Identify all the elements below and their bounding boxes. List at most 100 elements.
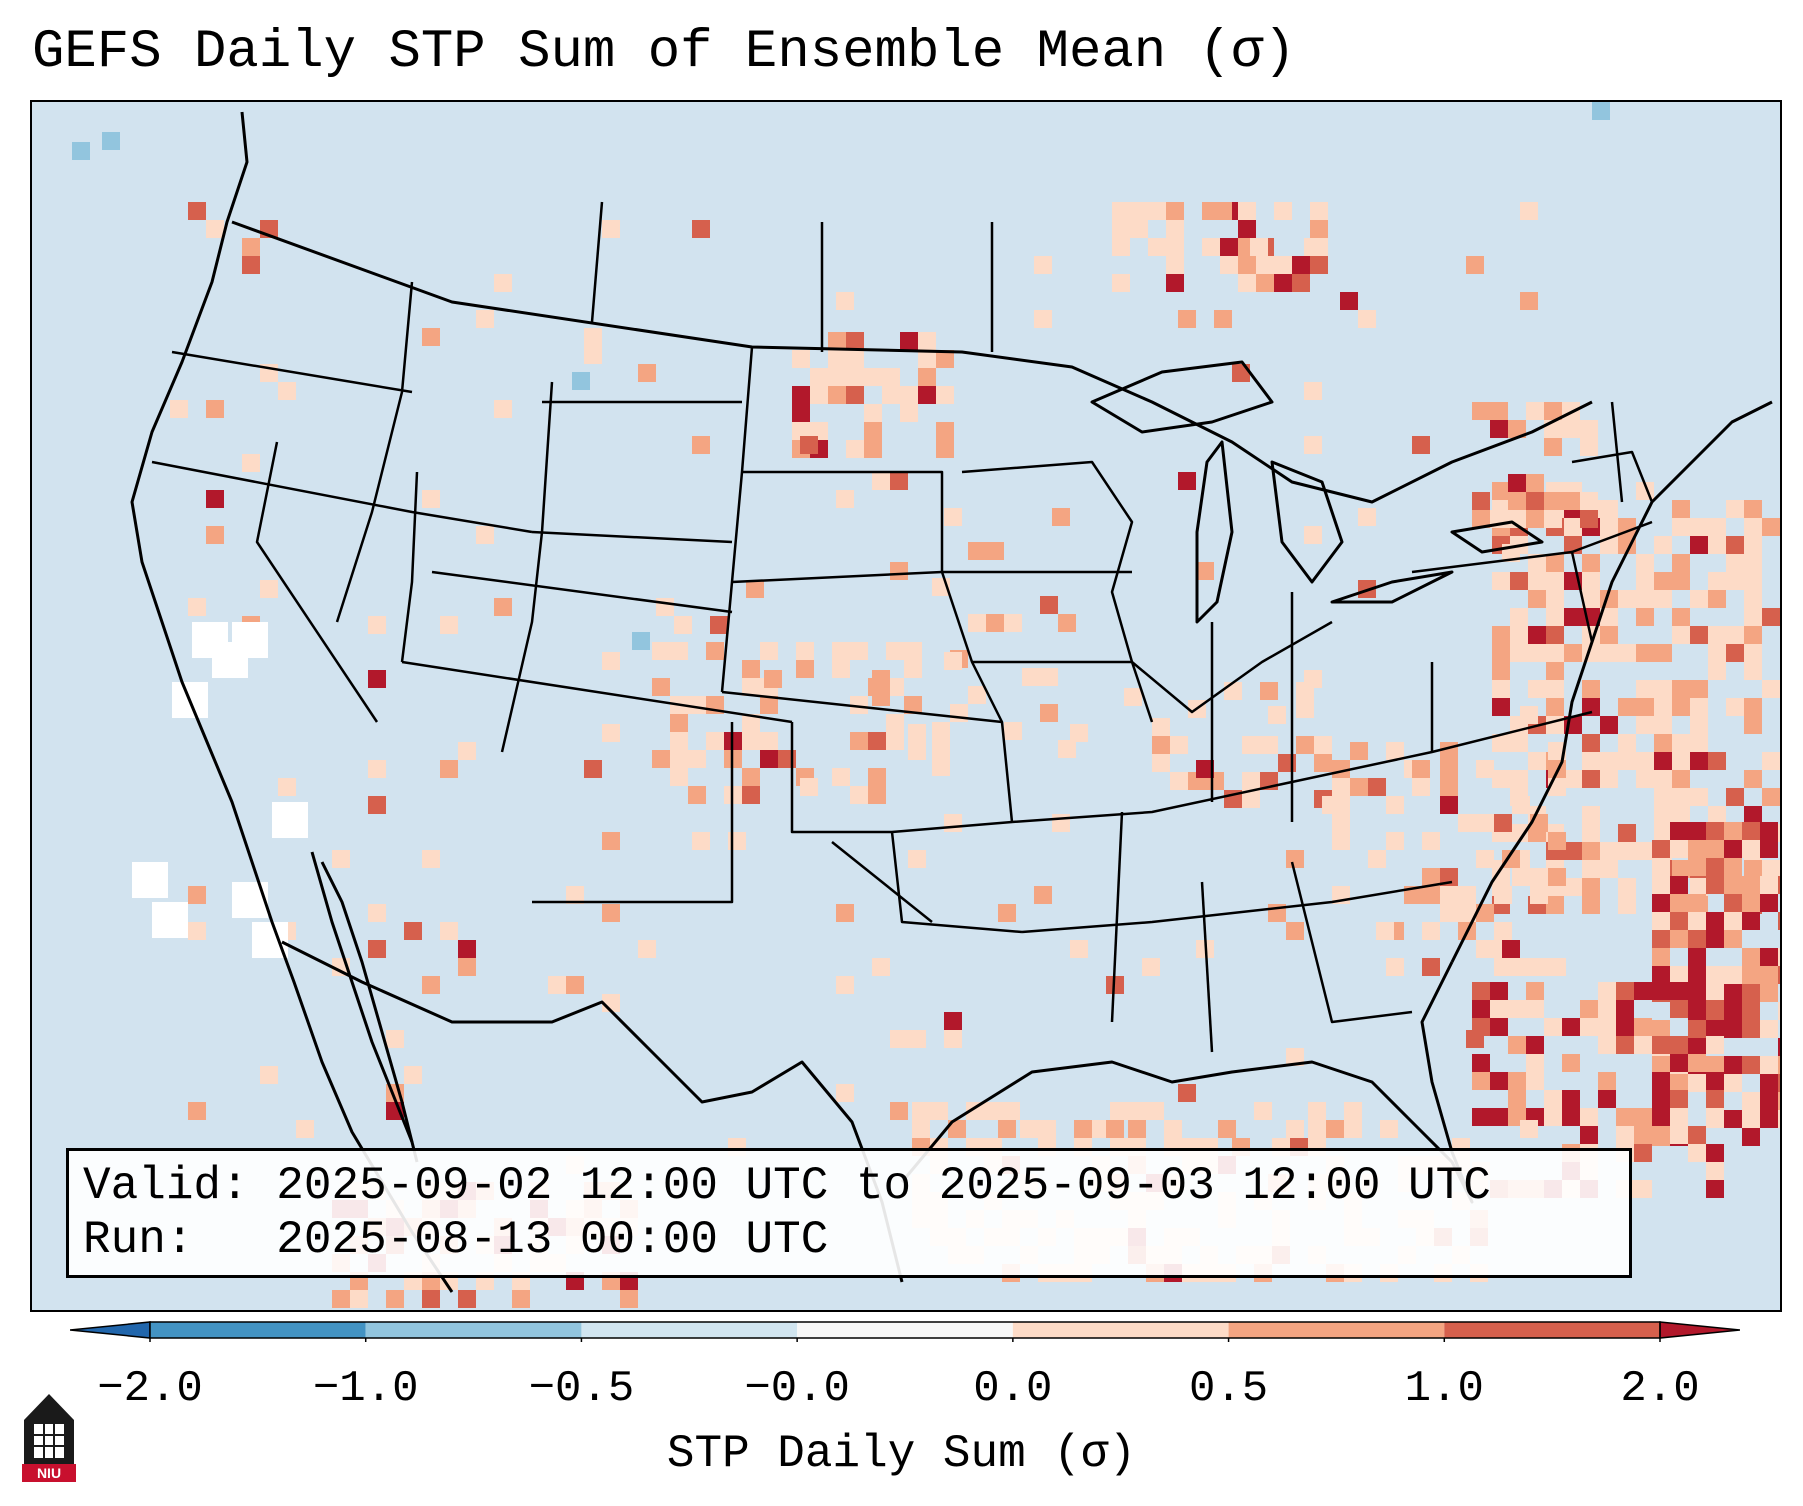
stp-cell [1124, 688, 1142, 706]
stp-cell [1708, 806, 1726, 824]
stp-cell [1778, 1074, 1780, 1092]
stp-cell [1688, 1038, 1706, 1056]
stp-cell [1304, 238, 1322, 256]
stp-cell [1688, 894, 1706, 912]
stp-cell [1598, 1018, 1616, 1036]
stp-cell [1350, 742, 1368, 760]
stp-cell [1582, 896, 1600, 914]
stp-cell [1708, 572, 1726, 590]
stp-cell [1254, 1102, 1272, 1120]
valid-label: Valid: [83, 1160, 249, 1212]
stp-cell [1562, 1108, 1580, 1126]
stp-cell [1292, 274, 1310, 292]
stp-cell [1654, 824, 1672, 842]
stp-cell [1526, 474, 1544, 492]
stp-cell [850, 642, 868, 660]
stp-cell [1726, 644, 1744, 662]
stp-cell [836, 1084, 854, 1102]
stp-cell [1528, 590, 1546, 608]
stp-cell [1412, 778, 1430, 796]
stp-cell [1706, 1180, 1724, 1198]
stp-cell [1600, 518, 1618, 536]
stp-cell [1618, 734, 1636, 752]
stp-cell [1580, 510, 1598, 528]
stp-cell [1688, 1002, 1706, 1020]
stp-cell [1760, 1110, 1778, 1128]
stp-cell [968, 686, 986, 704]
stp-cell [1582, 734, 1600, 752]
stp-cell [1652, 1108, 1670, 1126]
stp-cell [674, 616, 692, 634]
stp-cell [1350, 778, 1368, 796]
stp-cell [900, 332, 918, 350]
stp-cell [1526, 1054, 1544, 1072]
stp-cell [918, 368, 936, 386]
stp-cell [746, 580, 764, 598]
stp-cell [1260, 682, 1278, 700]
colorbar-over-arrow [1660, 1322, 1740, 1338]
stp-cell [1706, 1000, 1724, 1018]
stp-cell [1564, 770, 1582, 788]
stp-cell [1526, 402, 1544, 420]
stp-cell [1564, 878, 1582, 896]
stp-cell [494, 400, 512, 418]
stp-cell [1332, 814, 1350, 832]
stp-cell [1166, 256, 1184, 274]
stp-cell [1690, 752, 1708, 770]
stp-cell [778, 750, 796, 768]
stp-cell [1670, 1090, 1688, 1108]
stp-cell [170, 400, 188, 418]
stp-cell [1562, 1090, 1580, 1108]
stp-cell [1762, 608, 1780, 626]
stp-cell [1636, 554, 1654, 572]
stp-cell [1616, 982, 1634, 1000]
university-logo-icon: NIU [20, 1390, 78, 1482]
stp-cell [908, 724, 926, 742]
stp-cell [1706, 1020, 1724, 1038]
stp-cell [1760, 894, 1778, 912]
stp-cell [1466, 256, 1484, 274]
stp-cell [1142, 958, 1160, 976]
stp-cell [1670, 894, 1688, 912]
stp-cell [1742, 840, 1760, 858]
stp-cell [1652, 894, 1670, 912]
stp-cell [1706, 912, 1724, 930]
stp-cell [1580, 420, 1598, 438]
stp-cell [1526, 1000, 1544, 1018]
stp-cell [742, 732, 760, 750]
stp-cell [890, 1102, 908, 1120]
stp-cell [1528, 572, 1546, 590]
stp-cell [1600, 626, 1618, 644]
stp-cell [710, 616, 728, 634]
stp-cell [1760, 984, 1778, 1002]
stp-cell [800, 436, 818, 454]
stp-cell [792, 386, 810, 404]
stp-cell [652, 750, 670, 768]
stp-cell [1358, 310, 1376, 328]
stp-cell [1034, 256, 1052, 274]
stp-cell [1742, 1002, 1760, 1020]
colorbar-bin [1444, 1322, 1660, 1338]
stp-cell [1690, 878, 1708, 896]
stp-cell [232, 882, 268, 918]
stp-cell [1564, 644, 1582, 662]
stp-cell [1544, 1090, 1562, 1108]
stp-cell [968, 542, 986, 560]
stp-cell [1600, 842, 1618, 860]
stp-cell [602, 832, 620, 850]
stp-cell [1038, 1120, 1056, 1138]
stp-cell [652, 678, 670, 696]
stp-cell [1520, 706, 1538, 724]
stp-cell [1112, 202, 1130, 220]
stp-cell [1778, 1002, 1780, 1020]
stp-cell [1386, 958, 1404, 976]
stp-cell [1688, 840, 1706, 858]
stp-cell [1760, 966, 1778, 984]
stp-cell [1634, 1036, 1652, 1054]
stp-cell [404, 922, 422, 940]
stp-cell [1652, 948, 1670, 966]
stp-cell [846, 350, 864, 368]
stp-cell [1304, 670, 1322, 688]
stp-cell [1580, 492, 1598, 510]
stp-cell [1492, 572, 1510, 590]
